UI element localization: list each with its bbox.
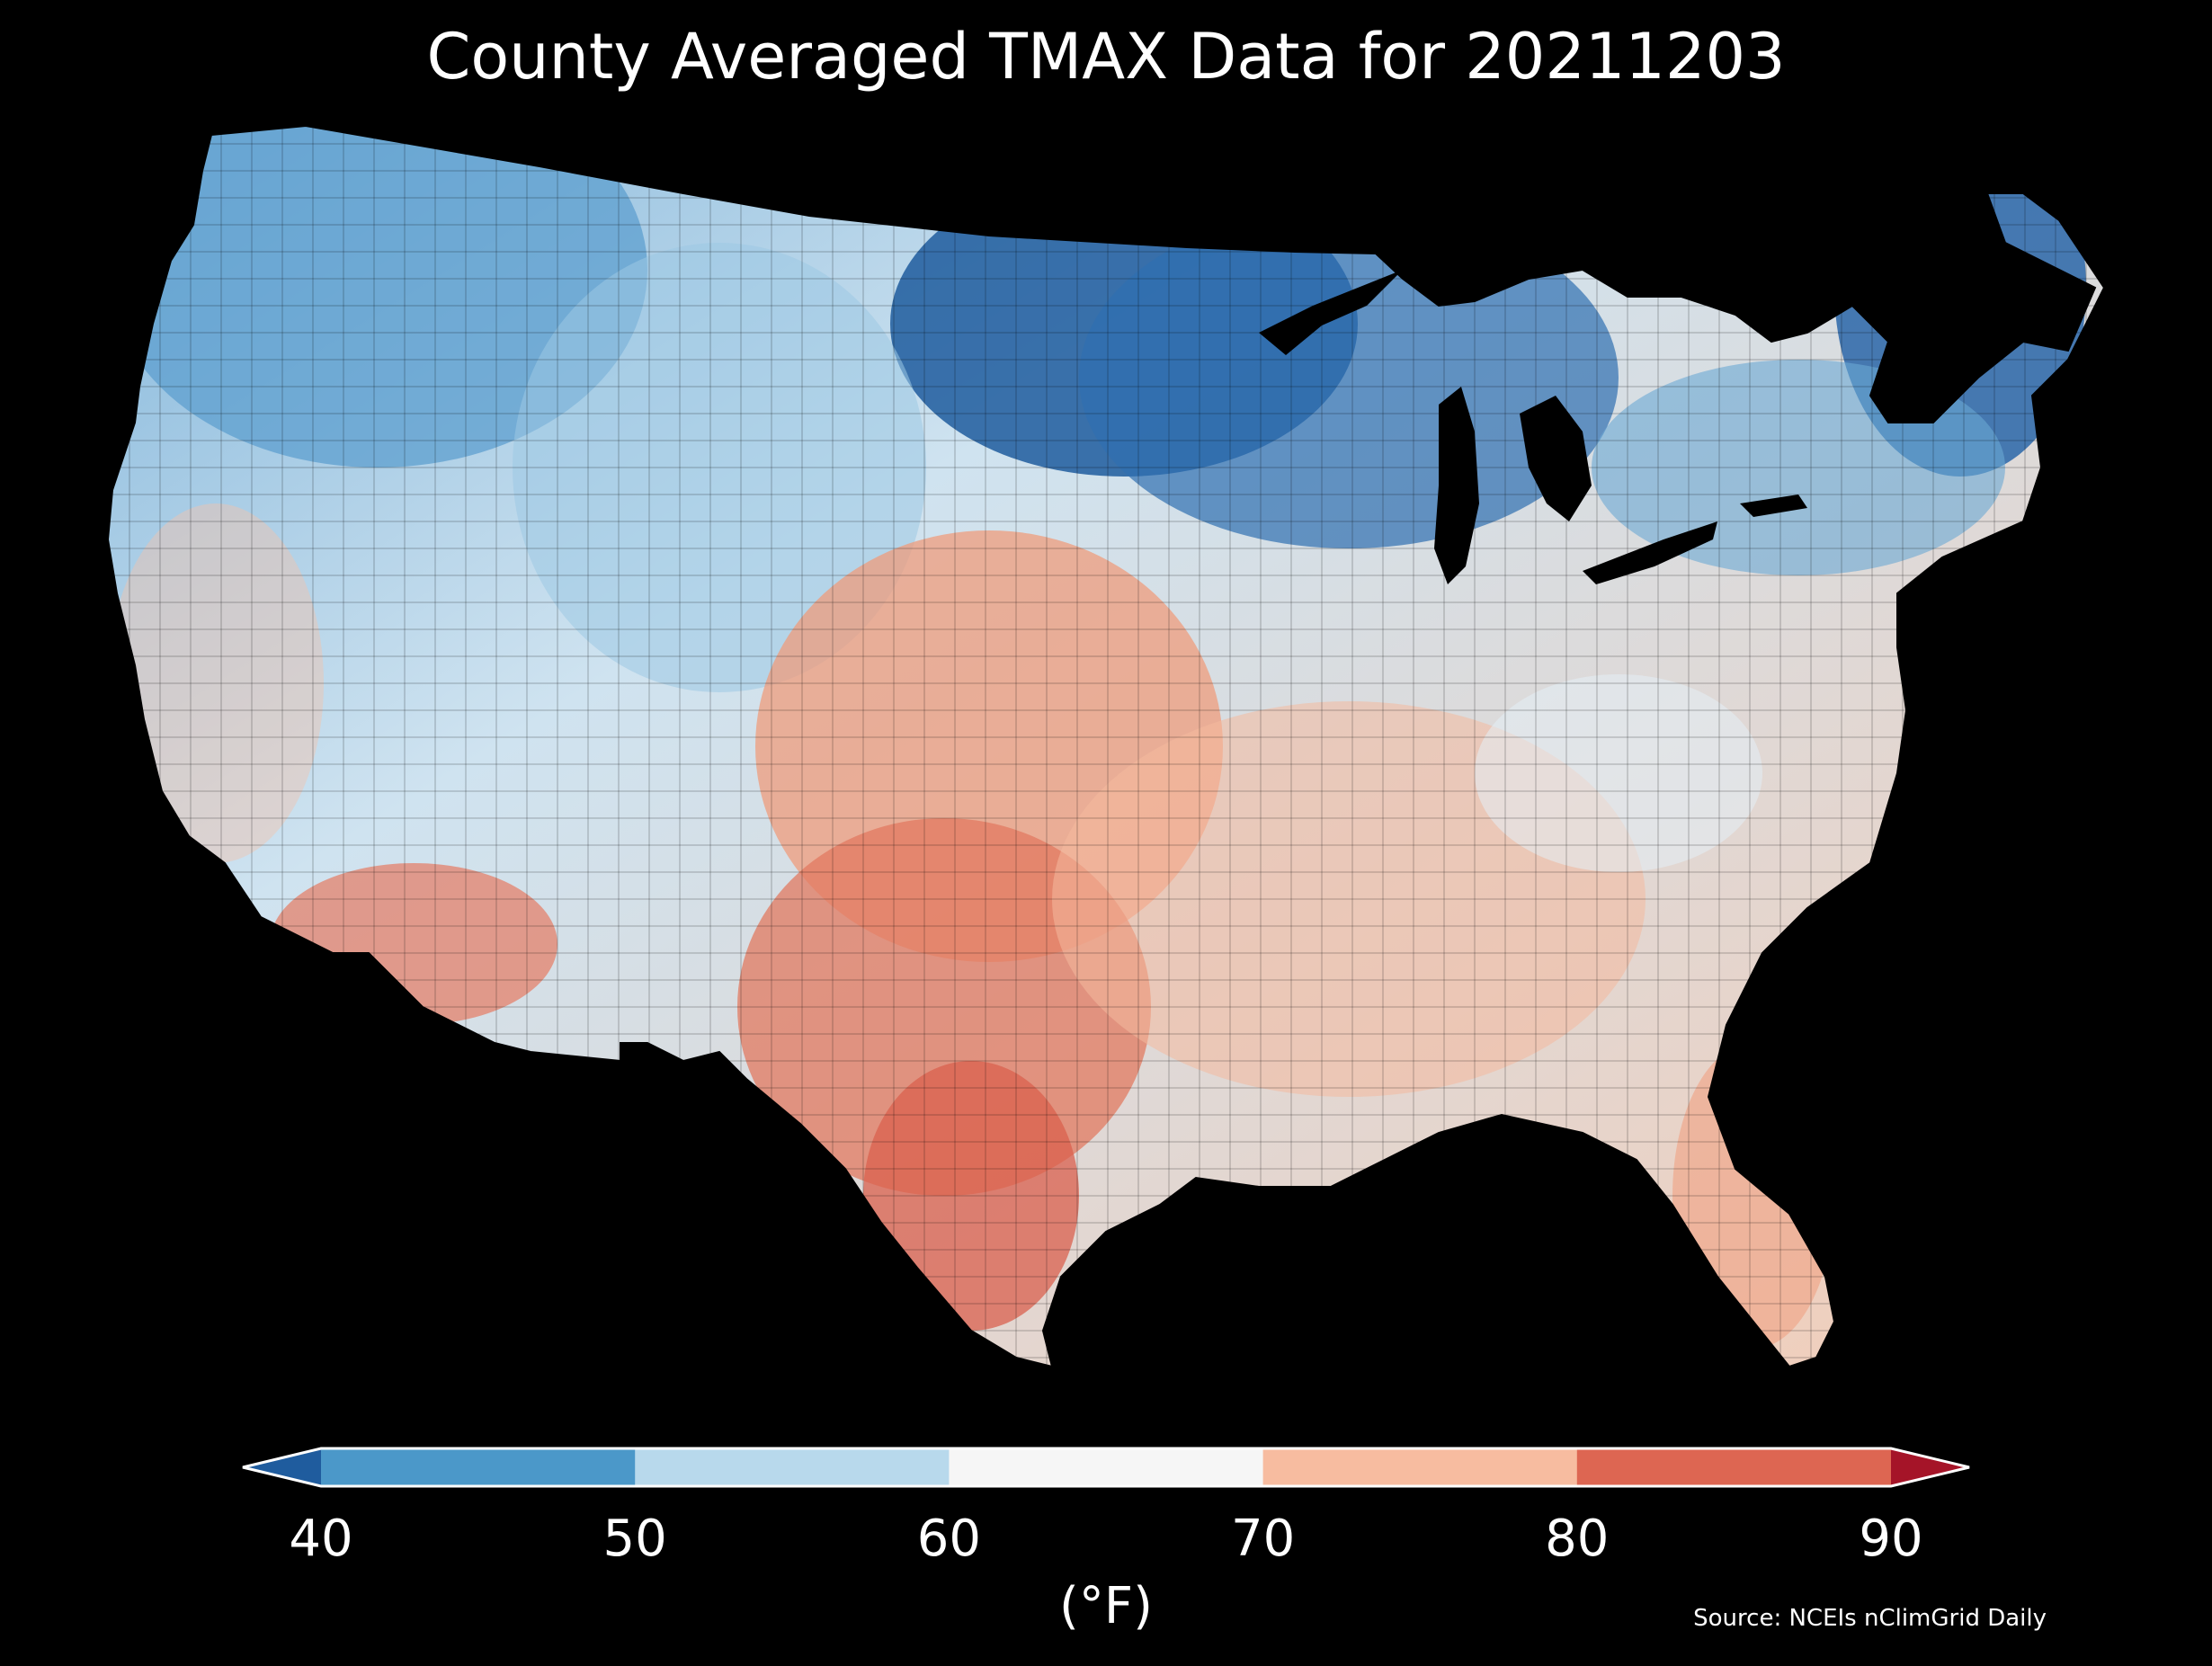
colorbar-tick-40: 40 xyxy=(289,1510,353,1568)
lake-erie xyxy=(1583,521,1717,584)
region-pacific-northwest-cool xyxy=(108,126,647,468)
colorbar-bin-50-60 xyxy=(635,1448,950,1486)
lake-huron xyxy=(1520,396,1592,521)
lake-superior xyxy=(1259,270,1403,355)
colorbar-unit-label: (°F) xyxy=(1059,1577,1153,1635)
region-south-texas-hot xyxy=(863,1061,1079,1331)
region-rockies-cool xyxy=(513,243,926,692)
colorbar-bin-40-50 xyxy=(321,1448,636,1486)
colorbar-bin-70-80 xyxy=(1262,1448,1578,1486)
region-california-mild xyxy=(108,503,324,863)
great-lakes xyxy=(1259,270,1807,584)
map-title: County Averaged TMAX Data for 20211203 xyxy=(426,20,1786,94)
colorbar-tick-60: 60 xyxy=(916,1510,982,1568)
colorbar-tick-80: 80 xyxy=(1545,1510,1610,1568)
colorbar-tick-90: 90 xyxy=(1859,1510,1923,1568)
lake-ontario xyxy=(1740,494,1807,517)
colorbar-bin-80-90 xyxy=(1576,1448,1892,1486)
colorbar-extend-low xyxy=(243,1448,321,1486)
colorbar-bin-60-70 xyxy=(949,1448,1264,1486)
colorbar-tick-70: 70 xyxy=(1230,1510,1296,1568)
lake-michigan xyxy=(1434,387,1479,584)
colorbar-extend-high xyxy=(1891,1448,1969,1486)
colorbar-tick-50: 50 xyxy=(602,1510,667,1568)
region-appalachia-mild xyxy=(1475,674,1762,872)
source-note: Source: NCEIs nClimGrid Daily xyxy=(1693,1605,2047,1632)
